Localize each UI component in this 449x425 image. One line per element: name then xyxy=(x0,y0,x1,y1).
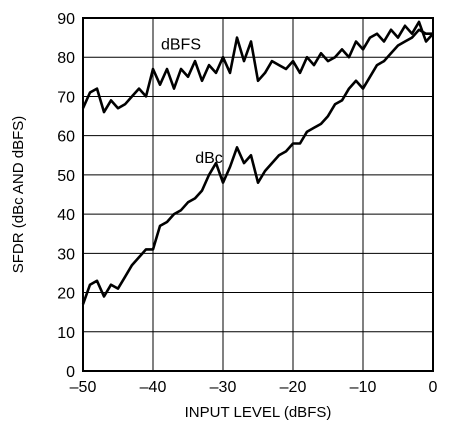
y-tick-labels: 0 10 20 30 40 50 60 70 80 90 xyxy=(57,11,75,381)
y-tick-label: 20 xyxy=(57,286,75,303)
y-tick-label: 60 xyxy=(57,129,75,146)
series-line-dbfs xyxy=(81,20,434,114)
x-tick-label: –30 xyxy=(210,379,237,396)
x-tick-label: 0 xyxy=(429,379,438,396)
y-tick-label: 0 xyxy=(66,364,75,381)
series-labels: dBFS dBc xyxy=(161,36,223,167)
plot-frame xyxy=(82,17,434,372)
x-tick-label: –40 xyxy=(140,379,167,396)
y-tick-label: 50 xyxy=(57,168,75,185)
series-line-dbc xyxy=(81,28,433,305)
x-tick-labels: –50 –40 –30 –20 –10 0 xyxy=(70,379,438,396)
y-tick-label: 10 xyxy=(57,325,75,342)
x-tick-label: –10 xyxy=(350,379,377,396)
y-tick-label: 70 xyxy=(57,89,75,106)
series-label-dbfs: dBFS xyxy=(161,36,201,53)
y-axis-title: SFDR (dBc AND dBFS) xyxy=(10,116,27,274)
grid xyxy=(83,18,433,371)
y-tick-label: 30 xyxy=(57,246,75,263)
y-tick-label: 40 xyxy=(57,207,75,224)
x-tick-label: –20 xyxy=(280,379,307,396)
y-tick-label: 90 xyxy=(57,11,75,28)
series-lines xyxy=(81,20,434,305)
x-tick-label: –50 xyxy=(70,379,97,396)
y-tick-label: 80 xyxy=(57,50,75,67)
x-axis-title: INPUT LEVEL (dBFS) xyxy=(185,404,332,421)
series-label-dbc: dBc xyxy=(195,150,223,167)
